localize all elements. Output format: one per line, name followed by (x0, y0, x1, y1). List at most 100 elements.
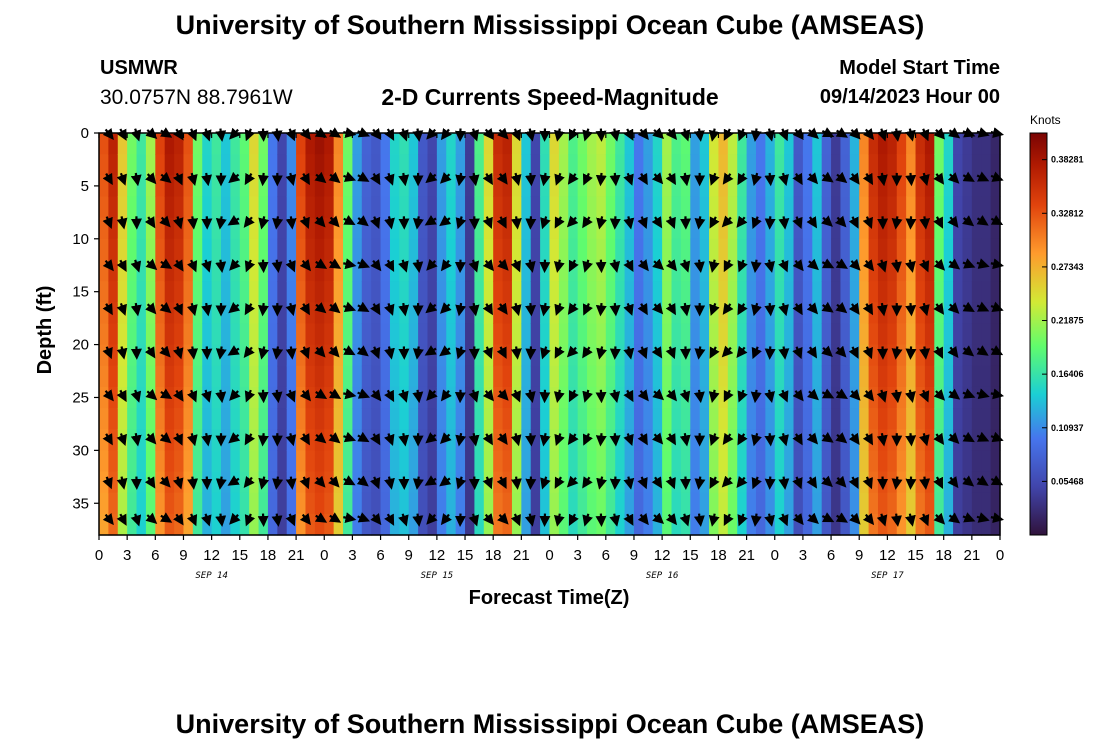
heatmap-cell (812, 492, 823, 515)
heatmap-cell (971, 450, 982, 473)
heatmap-cell (324, 471, 335, 494)
current-arrow (314, 215, 326, 228)
heatmap-cell (962, 154, 973, 176)
heatmap-cell (239, 217, 250, 240)
current-arrow (455, 216, 467, 230)
heatmap-cell (258, 492, 269, 515)
current-arrow (876, 389, 888, 403)
heatmap-cell (145, 408, 156, 430)
heatmap-cell (859, 408, 870, 430)
heatmap-cell (568, 196, 579, 219)
heatmap-cell (530, 471, 541, 494)
heatmap-cell (887, 344, 898, 367)
heatmap-cell (127, 323, 138, 346)
heatmap-cell (333, 196, 344, 219)
current-arrow (314, 258, 328, 269)
heatmap-cell (718, 238, 729, 261)
heatmap-cell (549, 154, 560, 176)
heatmap-cell (765, 492, 776, 515)
heatmap-cell (108, 281, 119, 303)
current-arrow (679, 172, 691, 187)
current-arrow (440, 513, 452, 526)
heatmap-cell (868, 154, 879, 176)
heatmap-cell (962, 302, 973, 325)
heatmap-cell (502, 492, 513, 515)
heatmap-cell (511, 408, 522, 430)
heatmap-cell (174, 133, 185, 155)
current-arrow (693, 389, 705, 404)
current-arrow (482, 172, 493, 186)
heatmap-cell (521, 323, 532, 346)
current-arrow (976, 215, 989, 226)
heatmap-cell (474, 365, 485, 388)
current-arrow (424, 475, 437, 486)
current-arrow (496, 302, 508, 315)
heatmap-cell (840, 365, 851, 388)
heatmap-cell (680, 238, 691, 261)
current-arrow (862, 346, 873, 360)
current-arrow (272, 346, 284, 360)
current-arrow (596, 346, 607, 360)
current-arrow (623, 172, 634, 186)
heatmap-cell (239, 323, 250, 346)
current-arrow (862, 216, 873, 230)
heatmap-cell (924, 450, 935, 473)
heatmap-cell (343, 302, 354, 325)
current-arrow (595, 172, 607, 187)
current-arrow (609, 389, 621, 403)
heatmap-cell (896, 217, 907, 240)
heatmap-cell (389, 408, 400, 430)
heatmap-cell (821, 302, 832, 325)
y-tick-label: 5 (81, 178, 89, 195)
current-arrow (412, 346, 424, 360)
heatmap-cell (990, 513, 1001, 536)
current-arrow (990, 388, 1005, 400)
heatmap-cell (474, 323, 485, 346)
heatmap-cell (352, 471, 363, 494)
heatmap-cell (333, 513, 344, 536)
heatmap-cell (249, 175, 260, 198)
heatmap-cell (343, 513, 354, 536)
heatmap-cell (174, 175, 185, 198)
heatmap-cell (624, 133, 635, 155)
heatmap-cell (530, 492, 541, 515)
y-tick-label: 25 (72, 389, 89, 406)
heatmap-cell (540, 154, 551, 176)
heatmap-cell (502, 133, 513, 155)
heatmap-cell (671, 196, 682, 219)
heatmap-cell (690, 323, 701, 346)
heatmap-cell (540, 281, 551, 303)
current-arrow (424, 345, 437, 356)
heatmap-cell (511, 154, 522, 176)
heatmap-cell (971, 429, 982, 451)
current-arrow (750, 513, 762, 527)
current-arrow (792, 433, 803, 446)
heatmap-cell (615, 302, 626, 325)
heatmap-cell (239, 450, 250, 473)
current-arrow (947, 172, 960, 184)
current-arrow (102, 433, 113, 446)
heatmap-cell (680, 196, 691, 219)
heatmap-cell (887, 281, 898, 303)
current-arrow (271, 513, 283, 527)
heatmap-cell (192, 492, 203, 515)
current-arrow (384, 259, 395, 273)
heatmap-cell (896, 196, 907, 219)
heatmap-cell (662, 386, 673, 409)
heatmap-cell (690, 238, 701, 261)
current-arrow (566, 345, 579, 358)
heatmap-cell (117, 408, 128, 430)
heatmap-cell (924, 175, 935, 198)
heatmap-cell (483, 408, 494, 430)
heatmap-cell (239, 154, 250, 176)
heatmap-cell (136, 217, 147, 240)
heatmap-cell (746, 154, 757, 176)
heatmap-cell (511, 492, 522, 515)
heatmap-cell (577, 323, 588, 346)
heatmap-cell (680, 492, 691, 515)
heatmap-cell (981, 217, 992, 240)
current-arrow (709, 433, 720, 447)
heatmap-cell (333, 386, 344, 409)
heatmap-cell (774, 429, 785, 451)
heatmap-cell (709, 450, 720, 473)
